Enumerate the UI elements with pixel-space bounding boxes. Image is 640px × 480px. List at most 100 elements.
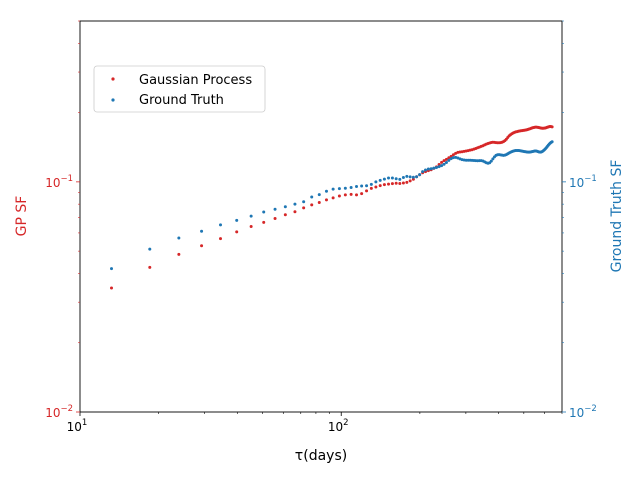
gp-point-43 <box>440 160 444 164</box>
truth-point-12 <box>310 195 314 199</box>
truth-point-1 <box>148 247 152 251</box>
truth-point-4 <box>219 223 222 227</box>
gp-point-22 <box>369 186 373 190</box>
gp-point-30 <box>401 181 405 185</box>
truth-point-7 <box>262 210 266 214</box>
truth-point-30 <box>401 175 405 179</box>
truth-point-39 <box>429 167 433 171</box>
x-tick-label-1: 102 <box>328 418 349 434</box>
gp-point-11 <box>302 206 306 210</box>
gp-point-19 <box>355 193 358 197</box>
truth-point-6 <box>249 214 253 218</box>
truth-point-9 <box>283 205 287 209</box>
truth-point-14 <box>324 189 328 193</box>
truth-point-5 <box>235 218 239 222</box>
truth-point-37 <box>424 168 428 172</box>
gp-point-48 <box>451 153 455 157</box>
gp-point-29 <box>398 181 402 185</box>
left-y-axis-ticks: 10−2 10−1 <box>45 20 80 420</box>
gp-point-12 <box>310 203 314 207</box>
gp-point-17 <box>343 193 347 197</box>
truth-point-16 <box>337 187 341 191</box>
gp-point-18 <box>349 192 353 196</box>
gp-point-46 <box>447 156 451 160</box>
x-axis-ticks: 101 102 <box>67 412 563 434</box>
gp-point-14 <box>324 198 328 202</box>
truth-point-46 <box>447 158 451 162</box>
truth-point-31 <box>405 174 409 178</box>
gp-point-27 <box>390 182 394 186</box>
gp-point-21 <box>365 189 369 193</box>
truth-point-13 <box>317 193 321 197</box>
gp-point-45 <box>444 157 448 161</box>
gp-point-47 <box>449 154 453 158</box>
truth-point-0 <box>110 267 113 271</box>
legend: Gaussian Process Ground Truth <box>93 65 266 113</box>
gp-point-31 <box>405 180 409 184</box>
truth-point-20 <box>360 184 364 188</box>
gp-point-32 <box>408 179 412 183</box>
gp-point-6 <box>249 224 253 228</box>
legend-marker-truth <box>111 98 115 102</box>
truth-point-42 <box>437 165 441 169</box>
truth-point-11 <box>302 200 306 204</box>
gp-point-0 <box>110 286 113 290</box>
left-y-tick-label-1: 10−1 <box>45 174 73 190</box>
truth-point-22 <box>369 182 373 186</box>
legend-box <box>93 65 266 113</box>
truth-point-21 <box>365 184 369 188</box>
truth-point-38 <box>426 167 430 171</box>
truth-point-44 <box>442 162 446 166</box>
gp-point-3 <box>200 244 204 248</box>
truth-point-40 <box>432 166 436 170</box>
right-y-tick-label-1: 10−1 <box>569 174 597 190</box>
truth-point-24 <box>378 178 382 182</box>
truth-point-18 <box>349 186 353 190</box>
gp-point-8 <box>273 217 277 221</box>
truth-point-25 <box>382 177 386 181</box>
truth-point-23 <box>374 180 378 184</box>
legend-label-gp: Gaussian Process <box>139 73 252 88</box>
gp-point-25 <box>382 183 386 187</box>
right-y-axis-ticks: 10−2 10−1 <box>562 20 597 420</box>
truth-point-41 <box>434 165 438 169</box>
gp-point-1 <box>148 265 152 269</box>
gp-point-13 <box>317 201 321 205</box>
truth-point-10 <box>293 202 297 206</box>
truth-point-15 <box>331 187 335 191</box>
gp-point-23 <box>374 185 378 189</box>
gp-point-15 <box>331 196 335 200</box>
truth-point-32 <box>408 175 412 179</box>
truth-point-118 <box>550 140 554 144</box>
truth-point-69 <box>491 157 495 161</box>
truth-point-33 <box>411 175 415 179</box>
truth-point-35 <box>418 173 422 177</box>
gp-point-28 <box>394 181 398 185</box>
gp-point-44 <box>442 159 446 163</box>
gp-point-20 <box>360 192 364 196</box>
truth-series <box>110 140 554 271</box>
truth-point-36 <box>421 170 425 174</box>
truth-point-45 <box>444 160 448 164</box>
truth-point-28 <box>394 177 398 181</box>
gp-point-7 <box>262 220 266 224</box>
right-y-axis-label: Ground Truth SF <box>609 160 625 273</box>
gp-point-24 <box>378 184 382 188</box>
truth-point-29 <box>398 177 402 181</box>
truth-point-26 <box>387 176 391 180</box>
right-y-tick-label-0: 10−2 <box>569 404 597 420</box>
truth-point-68 <box>489 159 493 163</box>
truth-point-27 <box>390 176 394 180</box>
truth-point-19 <box>355 184 358 188</box>
truth-point-2 <box>177 236 181 240</box>
left-y-axis-label: GP SF <box>14 196 30 237</box>
truth-point-48 <box>451 156 455 160</box>
x-axis-label: τ(days) <box>295 448 347 464</box>
truth-point-17 <box>343 186 347 190</box>
gp-point-16 <box>337 194 341 198</box>
left-y-tick-label-0: 10−2 <box>45 404 73 420</box>
plot-frame <box>79 20 563 413</box>
truth-point-34 <box>415 175 419 179</box>
gp-point-4 <box>219 237 222 241</box>
